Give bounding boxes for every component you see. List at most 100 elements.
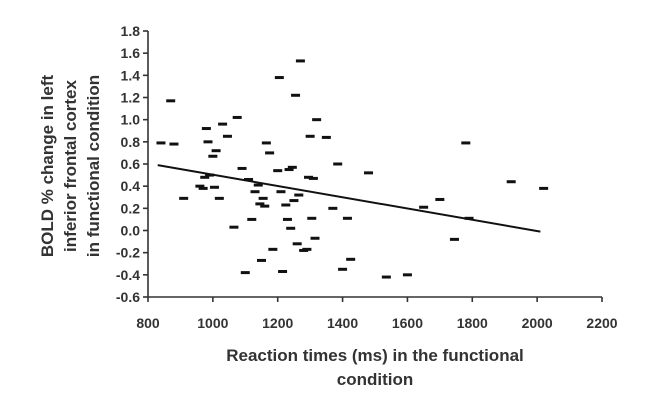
data-point bbox=[253, 183, 263, 187]
data-point bbox=[302, 247, 312, 251]
data-point bbox=[419, 205, 429, 209]
data-point bbox=[333, 162, 343, 166]
y-tick-label: 0.2 bbox=[121, 200, 141, 216]
data-point bbox=[274, 76, 284, 80]
data-point bbox=[289, 199, 299, 203]
data-point bbox=[211, 149, 221, 153]
data-point bbox=[291, 93, 301, 97]
data-point bbox=[257, 258, 266, 262]
x-tick-label: 1600 bbox=[392, 315, 423, 331]
data-point bbox=[203, 140, 213, 144]
data-point bbox=[338, 267, 348, 271]
data-point bbox=[506, 180, 516, 184]
x-axis-title-line: condition bbox=[337, 370, 413, 389]
data-point bbox=[276, 190, 286, 194]
data-point bbox=[294, 193, 304, 197]
data-point bbox=[402, 273, 412, 277]
x-tick-label: 2000 bbox=[522, 315, 553, 331]
y-tick-label: 0.6 bbox=[121, 156, 141, 172]
data-point bbox=[282, 217, 292, 221]
data-point bbox=[247, 217, 257, 221]
data-point bbox=[284, 168, 294, 172]
x-tick-label: 1400 bbox=[327, 315, 358, 331]
data-point bbox=[295, 59, 305, 63]
x-axis-title-line: Reaction times (ms) in the functional bbox=[226, 346, 524, 365]
data-point bbox=[539, 186, 549, 190]
data-point bbox=[461, 141, 471, 145]
data-point bbox=[265, 151, 275, 155]
data-point bbox=[209, 185, 219, 189]
data-point bbox=[281, 203, 291, 207]
y-tick-label: 0.0 bbox=[121, 223, 141, 239]
data-point bbox=[305, 134, 315, 138]
y-tick-label: 1.6 bbox=[121, 45, 141, 61]
y-tick-label: 1.4 bbox=[121, 67, 141, 83]
data-point bbox=[287, 165, 297, 169]
data-point bbox=[292, 242, 302, 246]
data-point bbox=[214, 196, 224, 200]
data-point bbox=[328, 206, 338, 210]
data-point bbox=[312, 118, 322, 122]
data-point bbox=[244, 178, 254, 182]
x-tick-labels: 800 1000 1200 1400 1600 1800 2000 2200 bbox=[136, 315, 617, 331]
data-point bbox=[321, 135, 331, 139]
data-point bbox=[346, 257, 356, 261]
data-point bbox=[278, 270, 288, 274]
data-point bbox=[237, 166, 247, 170]
y-tick-label: 1.0 bbox=[121, 112, 141, 128]
data-point bbox=[307, 216, 317, 220]
trendline bbox=[157, 164, 541, 233]
data-point bbox=[268, 247, 278, 251]
data-point bbox=[310, 236, 320, 240]
x-tick-label: 2200 bbox=[586, 315, 617, 331]
data-point bbox=[198, 186, 208, 190]
y-axis-title: BOLD % change in left inferior frontal co… bbox=[38, 75, 103, 258]
y-tick-label: 1.2 bbox=[121, 90, 141, 106]
x-tick-label: 800 bbox=[136, 315, 160, 331]
y-tick-label: -0.2 bbox=[116, 245, 140, 261]
y-axis-title-line: BOLD % change in left bbox=[38, 75, 57, 258]
data-point bbox=[200, 175, 210, 179]
data-point bbox=[304, 175, 314, 179]
x-tick-label: 1000 bbox=[197, 315, 228, 331]
y-tick-label: 0.8 bbox=[121, 134, 141, 150]
y-axis-title-line: inferior frontal cortex bbox=[61, 79, 80, 251]
axis-ticks bbox=[143, 30, 603, 302]
data-point bbox=[381, 275, 391, 279]
data-point bbox=[229, 225, 239, 229]
x-axis-title: Reaction times (ms) in the functional con… bbox=[226, 346, 524, 389]
data-point bbox=[260, 204, 270, 208]
data-point bbox=[273, 169, 283, 173]
y-tick-label: 0.4 bbox=[121, 178, 141, 194]
data-point bbox=[258, 196, 268, 200]
y-tick-label: -0.4 bbox=[116, 267, 140, 283]
data-point bbox=[222, 134, 232, 138]
data-point bbox=[156, 141, 166, 145]
data-point bbox=[342, 216, 352, 220]
data-point bbox=[286, 226, 296, 230]
data-point bbox=[261, 141, 271, 145]
data-point bbox=[449, 237, 459, 241]
y-tick-labels: -0.6 -0.4 -0.2 0.0 0.2 0.4 0.6 0.8 1.0 1.2 1.4 1.6 1… bbox=[116, 23, 140, 305]
data-point bbox=[435, 197, 445, 201]
y-axis-title-line: in functional condition bbox=[84, 75, 103, 257]
data-points bbox=[156, 59, 549, 279]
data-point bbox=[240, 271, 250, 275]
data-point bbox=[179, 196, 189, 200]
data-point bbox=[201, 127, 211, 131]
data-point bbox=[166, 99, 176, 103]
data-point bbox=[255, 202, 265, 206]
data-point bbox=[169, 142, 179, 146]
data-point bbox=[364, 171, 374, 175]
y-tick-label: -0.6 bbox=[116, 289, 140, 305]
data-point bbox=[208, 154, 218, 158]
data-point bbox=[232, 115, 242, 119]
data-point bbox=[308, 176, 318, 180]
data-point bbox=[195, 184, 205, 188]
x-tick-label: 1800 bbox=[457, 315, 488, 331]
data-point bbox=[218, 122, 228, 126]
x-tick-label: 1200 bbox=[262, 315, 293, 331]
data-point bbox=[250, 190, 260, 194]
y-tick-label: 1.8 bbox=[121, 23, 141, 39]
